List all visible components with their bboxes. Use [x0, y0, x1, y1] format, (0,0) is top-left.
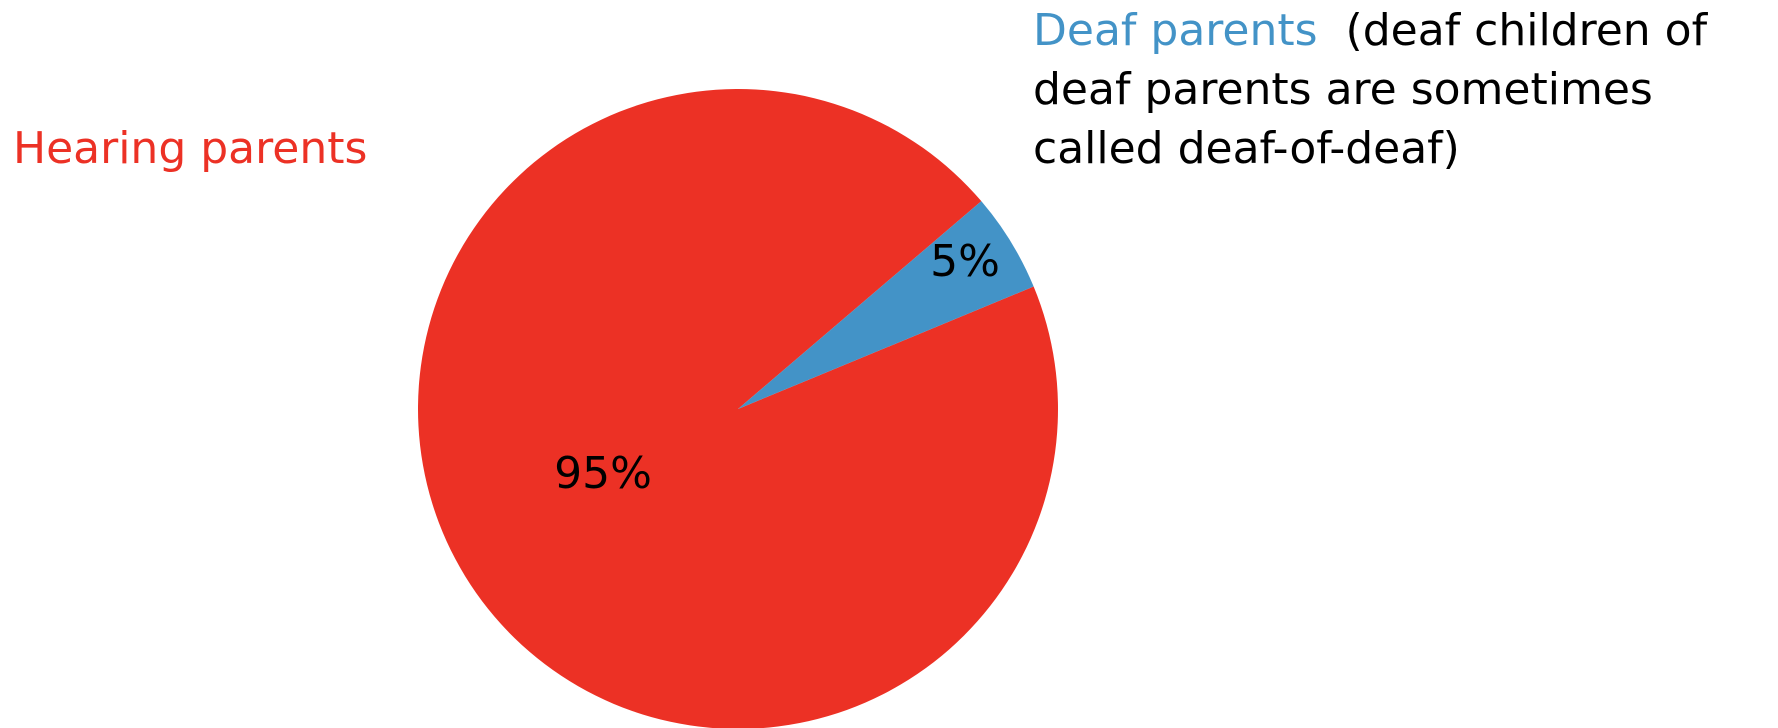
- slice-value-label-deaf: 5%: [930, 236, 1000, 287]
- slice-value-label-hearing: 95%: [554, 448, 652, 499]
- slice-label-hearing: Hearing parents: [13, 123, 367, 174]
- slice-note-line-1: (deaf children of: [1346, 5, 1709, 56]
- slice-label-deaf: Deaf parents: [1033, 5, 1318, 56]
- pie-slice-hearing-parents: [418, 89, 1058, 728]
- pie-slice-deaf-parents: [738, 201, 1034, 409]
- slice-label-deaf-block: Deaf parents (deaf children of: [1033, 5, 1709, 56]
- slice-note-line-2: deaf parents are sometimes: [1033, 64, 1653, 115]
- slice-note-line-3: called deaf-of-deaf): [1033, 123, 1460, 174]
- pie-slices: [418, 89, 1058, 728]
